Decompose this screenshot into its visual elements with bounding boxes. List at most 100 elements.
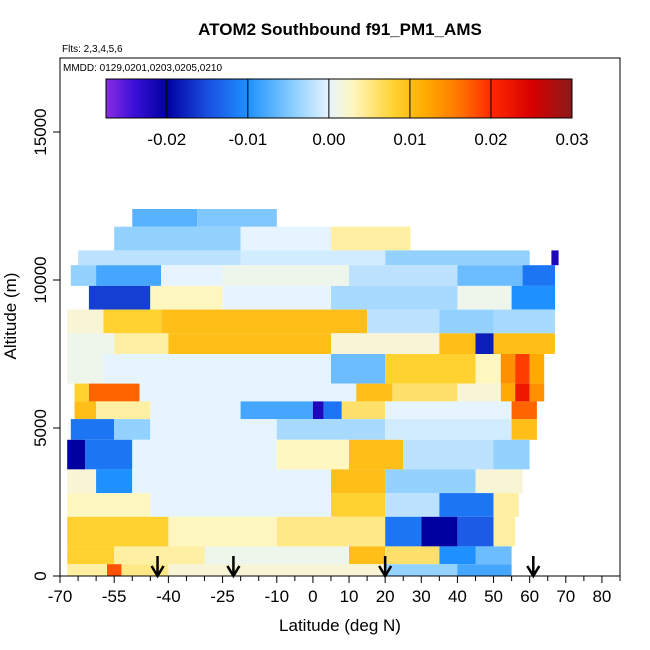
heat-cell (385, 516, 422, 547)
x-tick-label: -10 (264, 587, 289, 606)
y-tick-label: 0 (31, 571, 50, 580)
heat-cell (323, 401, 342, 420)
heat-cell (331, 333, 440, 354)
heat-cell (511, 419, 537, 440)
heat-cell (96, 401, 151, 420)
x-tick-label: 30 (412, 587, 431, 606)
heat-cell (240, 401, 313, 420)
heat-cell (493, 333, 555, 354)
heat-cell (385, 250, 530, 266)
heat-cell (475, 469, 523, 494)
heat-cell (457, 265, 523, 286)
colorbar-tick-label: 0.00 (312, 130, 345, 149)
heat-cell (67, 469, 97, 494)
heat-cell (67, 309, 104, 334)
heat-cell (331, 226, 411, 251)
heat-cell (276, 516, 386, 547)
x-tick-label: 70 (556, 587, 575, 606)
heat-cell (114, 333, 169, 354)
heat-cell (551, 250, 559, 266)
x-tick-label: 20 (376, 587, 395, 606)
colorbar-tick-label: 0.03 (555, 130, 588, 149)
dates-note: MMDD: 0129,0201,0203,0205,0210 (63, 63, 222, 74)
heat-cell (74, 401, 97, 420)
colorbar-tick-label: -0.02 (147, 130, 186, 149)
x-axis: -70 -55 -40 -25 -10 0 10 20 30 40 50 60 70 80 (48, 576, 621, 606)
heat-cell (493, 516, 516, 547)
heat-cell (475, 546, 512, 565)
heat-cell (392, 383, 458, 402)
heat-cell (457, 564, 512, 576)
heat-cell (457, 285, 512, 310)
heat-cell (78, 250, 241, 266)
y-tick-label: 5000 (31, 409, 50, 447)
heat-cell (385, 401, 512, 420)
heat-cell (88, 285, 151, 310)
x-tick-label: 40 (448, 587, 467, 606)
heat-cell (457, 383, 501, 402)
colorbar-border (105, 78, 573, 119)
heat-cell (150, 493, 331, 517)
heat-cell (341, 401, 386, 420)
heat-cell (107, 564, 122, 576)
heat-cell (511, 285, 555, 310)
colorbar-fill (106, 79, 572, 118)
colorbar-tick-label: 0.02 (474, 130, 507, 149)
heat-cell (67, 333, 115, 354)
heat-cell (161, 309, 368, 334)
heat-cell (385, 564, 458, 576)
heat-cell (500, 383, 516, 402)
x-tick-label: -40 (156, 587, 181, 606)
heat-cell (312, 401, 324, 420)
heat-cell (439, 309, 494, 334)
heat-cell (222, 265, 350, 286)
heat-cell (276, 419, 386, 440)
heat-cell (150, 285, 223, 310)
flights-note: Flts: 2,3,4,5,6 (62, 44, 123, 55)
heat-cell (96, 469, 133, 494)
y-tick-label: 15000 (31, 108, 50, 155)
heat-cell (121, 564, 169, 576)
heat-cell (150, 419, 277, 440)
heat-cell (132, 439, 277, 470)
heat-cell (349, 265, 458, 286)
chart-title: ATOM2 Southbound f91_PM1_AMS (198, 20, 482, 39)
heat-cell (385, 419, 512, 440)
heat-cell (385, 354, 476, 384)
heat-cell (74, 383, 89, 402)
heat-cell (403, 439, 494, 470)
x-tick-label: 50 (484, 587, 503, 606)
heat-cell (88, 383, 140, 402)
x-tick-label: 80 (592, 587, 611, 606)
colorbar: -0.02 -0.01 0.00 0.01 0.02 0.03 (105, 78, 589, 149)
heat-cell (168, 516, 277, 547)
heat-cell (67, 564, 107, 576)
y-tick-label: 10000 (31, 256, 50, 303)
heat-cell (331, 493, 386, 517)
y-axis-label: Altitude (m) (1, 273, 20, 360)
heat-cell (114, 546, 205, 565)
x-tick-label: 60 (520, 587, 539, 606)
heat-cell (500, 354, 516, 384)
heat-cell (493, 493, 519, 517)
heat-cell (439, 546, 476, 565)
heat-cell (70, 419, 115, 440)
heat-cell (85, 439, 133, 470)
heat-cell (515, 383, 530, 402)
heat-cell (70, 265, 97, 286)
colorbar-tick-label: 0.01 (393, 130, 426, 149)
heat-cell (385, 546, 440, 565)
heat-cell (103, 354, 332, 384)
heat-cell (349, 546, 386, 565)
heat-cell (197, 209, 277, 227)
heat-cell (475, 354, 501, 384)
plot-frame (59, 57, 621, 577)
y-axis: 0 5000 10000 15000 (31, 108, 60, 581)
heat-cell (132, 209, 198, 227)
heat-cell (67, 516, 169, 547)
heatmap-cells (67, 209, 559, 576)
heat-cell (276, 439, 350, 470)
heat-cell (475, 333, 494, 354)
heat-cell (67, 493, 151, 517)
